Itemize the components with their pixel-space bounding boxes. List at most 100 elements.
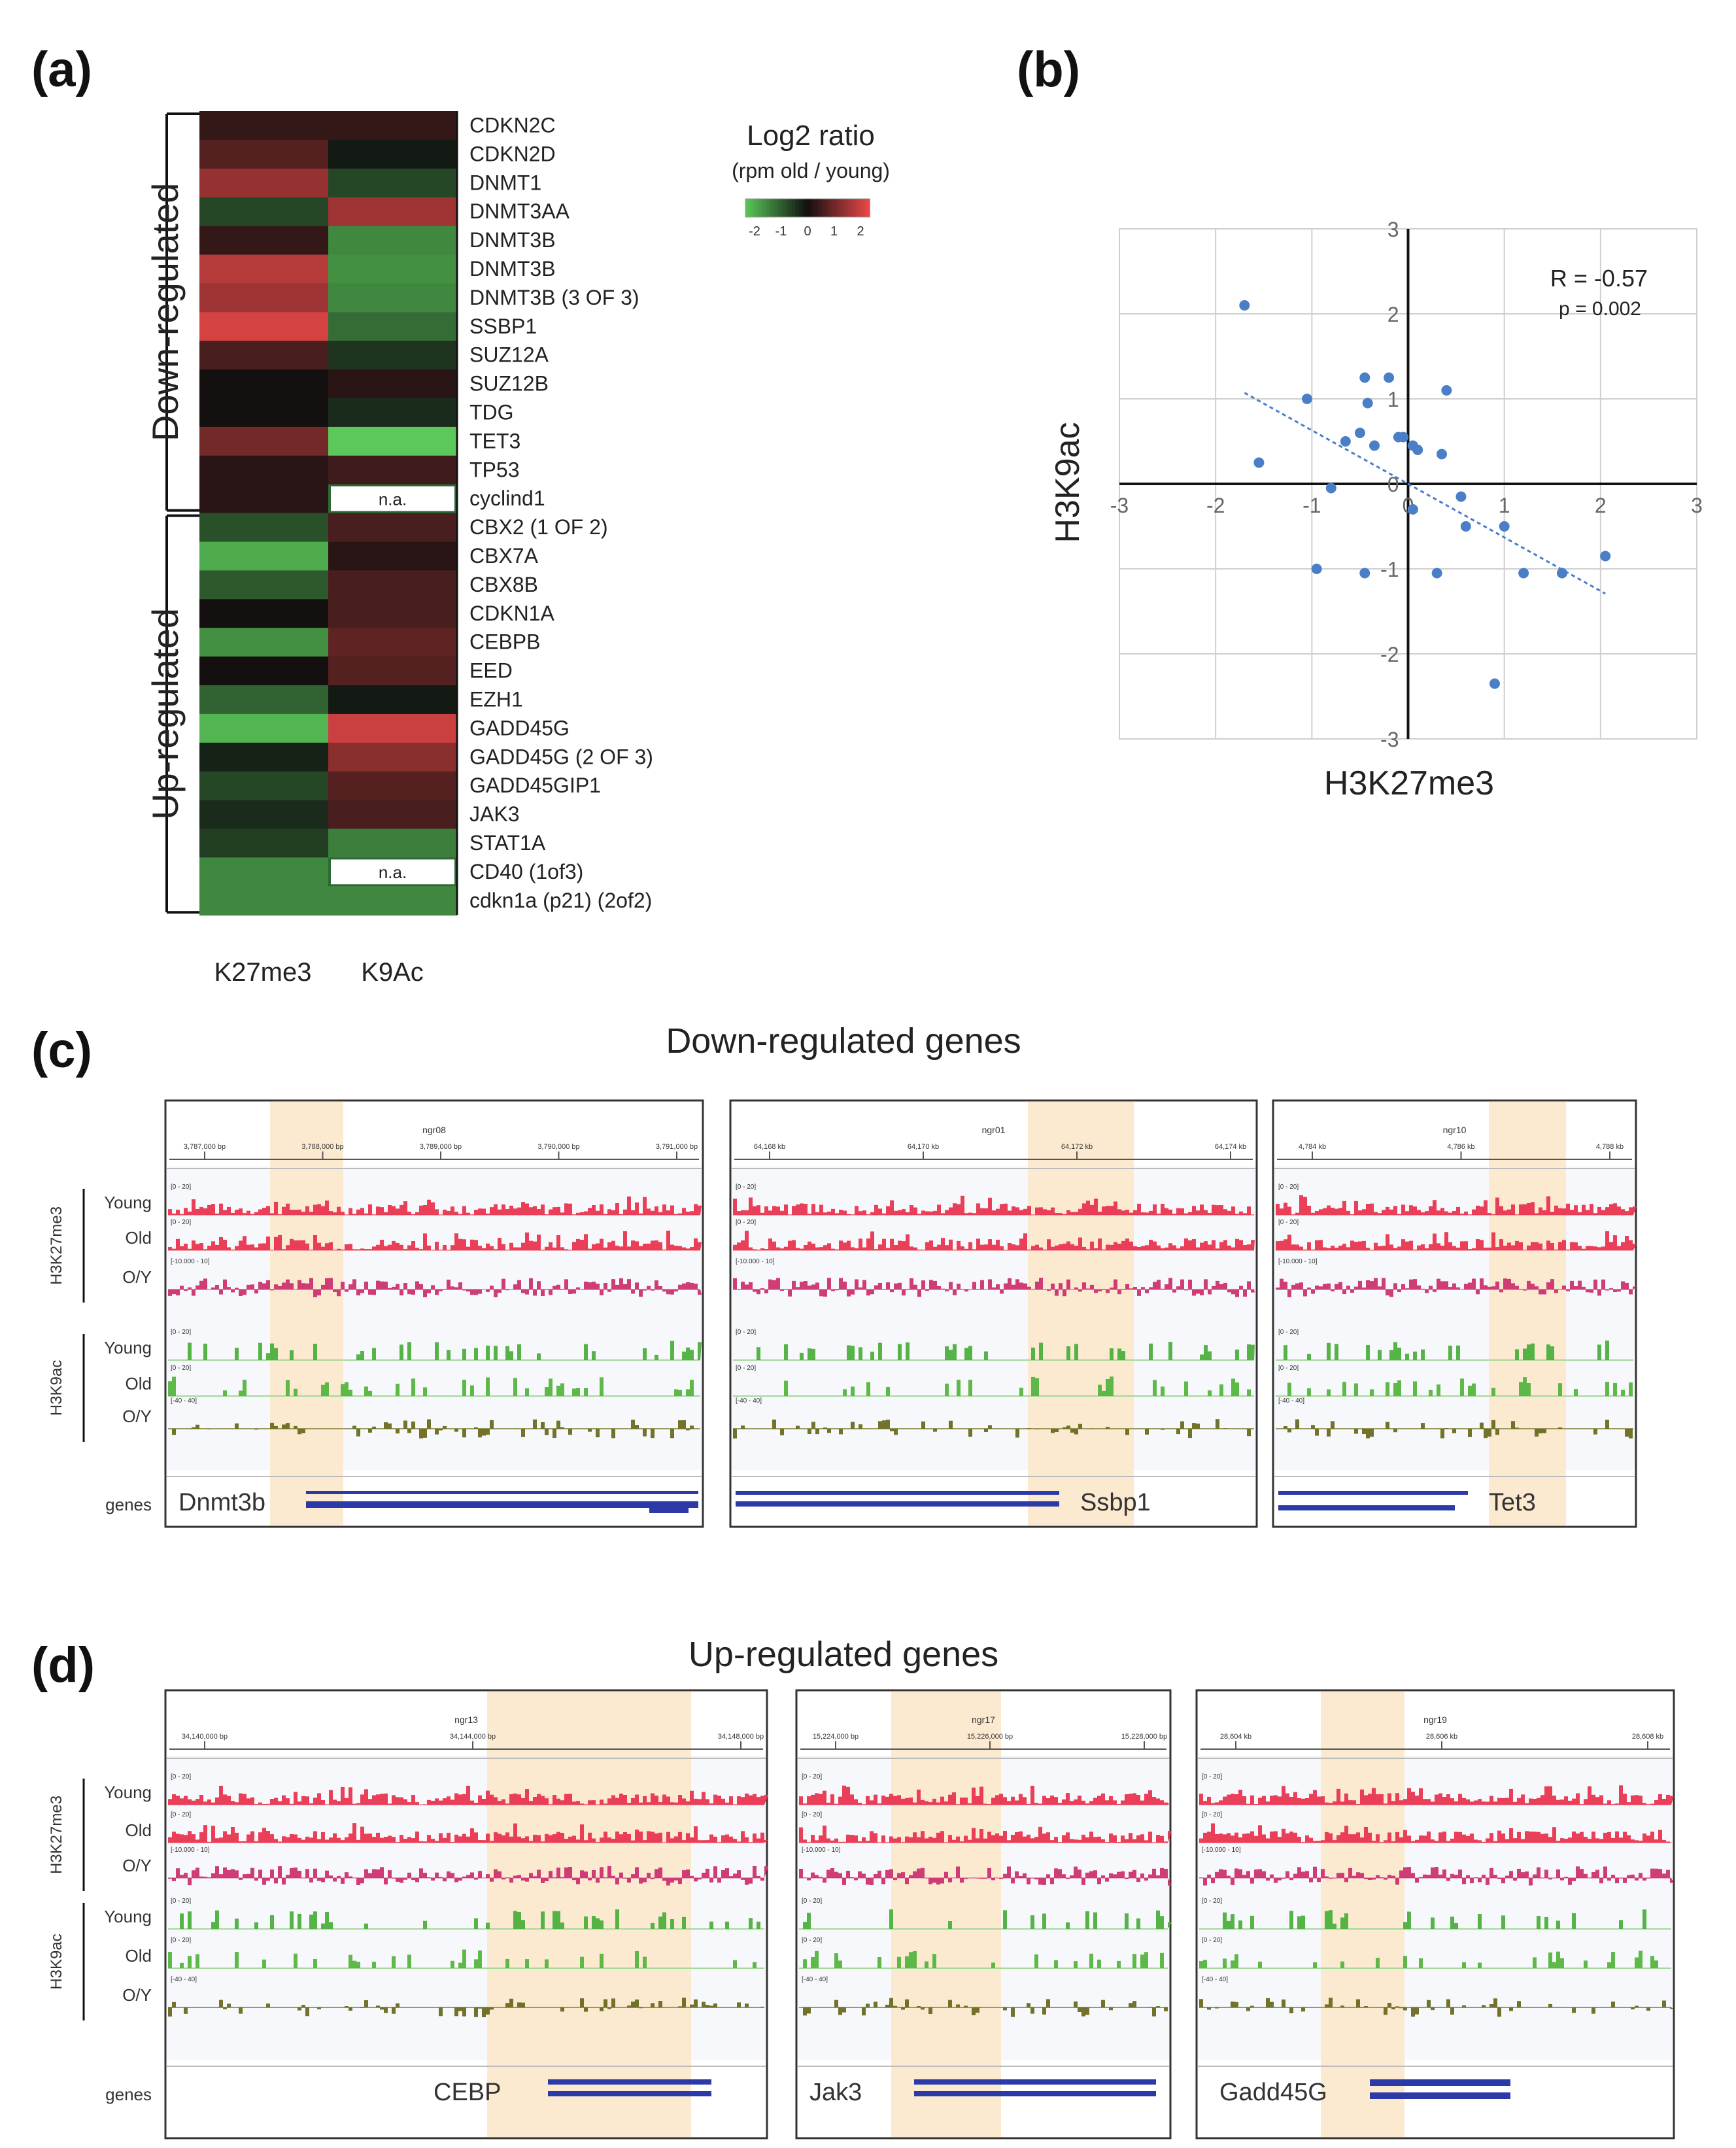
heat-cell-k9ac [328, 168, 457, 198]
scatter-point [1384, 372, 1395, 383]
browser-frame: ngr13 34,140,000 bp 34,144,000 bp 34,148,00… [164, 1689, 768, 2139]
track-signal [168, 1909, 768, 1929]
panel-c-label: (c) [31, 1023, 92, 1078]
browser-frame: ngr10 4,784 kb 4,786 kb 4,788 kb [0 - 20] [0 … [1272, 1099, 1637, 1528]
heat-cell-k9ac [328, 541, 457, 571]
heat-cell-k9ac [328, 886, 457, 916]
track-range-label: [0 - 20] [171, 1773, 191, 1781]
track-signal [1199, 1866, 1674, 1886]
heat-cell-k9ac [328, 713, 457, 743]
track-range-label: [0 - 20] [171, 1937, 191, 1944]
panel-d-track-labels: Young Old O/Y Young Old O/Y H3K27me3 H3K9ac gene… [48, 1779, 152, 2104]
track-row-label: O/Y [122, 1856, 152, 1875]
track-signal [168, 1419, 702, 1439]
highlight-region [270, 1102, 343, 1526]
track-range-label: [0 - 20] [171, 1329, 191, 1336]
heat-cell-k27me3 [199, 168, 329, 198]
track-range-label: [0 - 20] [802, 1811, 822, 1818]
gene-model [1278, 1505, 1455, 1510]
na-box [331, 859, 454, 885]
heat-cell-k9ac [328, 628, 457, 658]
panel-a-heatmap: (a) n.a. n.a. CDKN2C CDKN2D DNMT1 DNMT3AA DNM… [31, 42, 890, 987]
gene-model [306, 1491, 698, 1494]
gene-label: SUZ12A [469, 343, 549, 367]
gene-name: CEBP [434, 2079, 501, 2106]
y-tick-label: 3 [1387, 218, 1399, 241]
heat-cell-k9ac [328, 312, 457, 342]
track-group-label: H3K27me3 [48, 1796, 65, 1874]
scatter-point [1407, 504, 1418, 515]
track-range-label: [-10.000 - 10] [802, 1847, 841, 1854]
legend-title: Log2 ratio [747, 120, 875, 152]
gene-label: DNMT3B (3 OF 3) [469, 286, 639, 309]
highlight-region [1489, 1102, 1566, 1526]
panel-d-label: (d) [31, 1637, 95, 1693]
y-tick-label: -3 [1380, 728, 1399, 751]
scatter-point [1412, 445, 1423, 455]
heat-cell-k9ac [328, 742, 457, 772]
highlight-region [1028, 1102, 1134, 1526]
gene-label: GADD45GIP1 [469, 774, 601, 797]
gene-label: STAT1A [469, 831, 546, 855]
legend-swatch [829, 199, 833, 217]
chromosome-label: ngr17 [972, 1714, 995, 1725]
ruler-tick-label: 4,786 kb [1447, 1143, 1474, 1151]
gene-name: Ssbp1 [1080, 1489, 1151, 1516]
ruler-tick-label: 34,140,000 bp [182, 1733, 228, 1741]
legend-swatch [755, 199, 758, 217]
ruler-tick-label: 4,788 kb [1596, 1143, 1624, 1151]
heat-cell-k27me3 [199, 541, 329, 571]
heat-cell-k27me3 [199, 111, 329, 141]
track-signal [1276, 1195, 1637, 1215]
scatter-p-annotation: p = 0.002 [1559, 298, 1641, 320]
heat-cell-k9ac [328, 426, 457, 456]
panel-c-track-labels: Young Old O/Y Young Old O/Y H3K27me3 H3K9ac gene… [48, 1189, 152, 1514]
gene-label: GADD45G [469, 716, 570, 740]
track-signal [799, 1951, 1172, 1968]
gene-label: DNMT3B [469, 257, 556, 281]
track-range-label: [0 - 20] [802, 1937, 822, 1944]
ruler-tick-label: 4,784 kb [1299, 1143, 1326, 1151]
x-tick-label: -2 [1206, 494, 1225, 517]
gene-label: DNMT1 [469, 171, 541, 194]
heat-cell-k27me3 [199, 312, 329, 342]
scatter-point [1359, 568, 1370, 579]
gene-model [914, 2079, 1156, 2085]
heat-cell-k9ac [328, 656, 457, 686]
ruler-tick-label: 64,168 kb [754, 1143, 785, 1151]
track-row-label: Old [126, 1820, 152, 1840]
heat-cell-k27me3 [199, 197, 329, 227]
track-range-label: [0 - 20] [1278, 1219, 1299, 1226]
track-signal [168, 1278, 702, 1297]
track-signal [168, 1196, 702, 1215]
heat-cell-k9ac [328, 771, 457, 801]
track-signal [168, 1823, 768, 1843]
track-range-label: [0 - 20] [1278, 1365, 1299, 1372]
panel-d-tracks: (d) Up-regulated genes ngr13 34,140,000 b… [31, 1635, 1675, 2139]
track-signal [168, 1866, 768, 1886]
track-range-label: [-10.000 - 10] [1278, 1258, 1318, 1265]
scatter-point [1455, 491, 1467, 502]
genes-track-label: genes [105, 2085, 152, 2104]
scatter-y-label: H3K9ac [1049, 422, 1087, 543]
heat-cell-k9ac [328, 800, 457, 830]
panel-d-title: Up-regulated genes [689, 1635, 998, 1674]
heat-cell-k27me3 [199, 455, 329, 485]
legend-swatch [857, 199, 861, 217]
gene-model [548, 2091, 711, 2096]
panel-c-title: Down-regulated genes [666, 1021, 1021, 1061]
track-signal [1276, 1340, 1637, 1360]
legend-swatch [801, 199, 806, 217]
heat-cell-k27me3 [199, 685, 329, 715]
track-range-label: [-40 - 40] [736, 1397, 762, 1405]
heat-cell-k9ac [328, 455, 457, 485]
track-signal [1276, 1419, 1637, 1439]
heat-cell-k27me3 [199, 656, 329, 686]
track-range-label: [0 - 20] [736, 1219, 756, 1226]
track-signal [733, 1231, 1255, 1250]
column-label-k9ac: K9Ac [361, 958, 424, 987]
heat-cell-k27me3 [199, 800, 329, 830]
track-range-label: [-10.000 - 10] [171, 1847, 210, 1854]
track-row-label: O/Y [122, 1985, 152, 2005]
